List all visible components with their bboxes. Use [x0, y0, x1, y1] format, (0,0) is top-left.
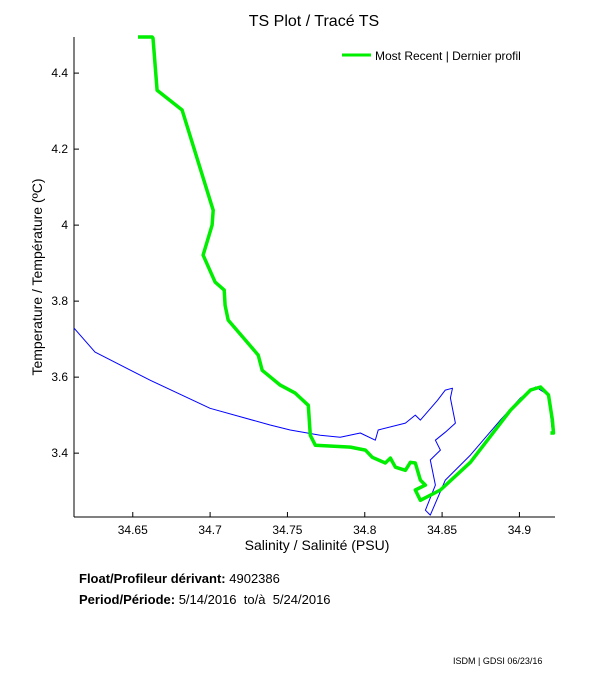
x-axis-label: Salinity / Salinité (PSU) [245, 537, 390, 553]
period-start: 5/14/2016 [178, 592, 237, 607]
float-info: Float/Profileur dérivant: 4902386 [79, 571, 280, 586]
ts-plot-chart: TS Plot / Tracé TS 34.65 34.7 34.75 34.8 34.… [29, 13, 556, 553]
axes: 34.65 34.7 34.75 34.8 34.85 34.9 3.4 3.6 3.8 4 4.2… [51, 37, 555, 537]
y-tick-label: 3.6 [51, 370, 68, 384]
y-tick-label: 4.4 [51, 66, 68, 80]
x-tick-label: 34.8 [353, 523, 377, 537]
legend-label: Most Recent | Dernier profil [375, 49, 521, 63]
x-tick-label: 34.85 [427, 523, 457, 537]
period-end: 5/24/2016 [272, 592, 331, 607]
legend: Most Recent | Dernier profil [342, 49, 521, 63]
x-tick-label: 34.9 [508, 523, 532, 537]
series-group [73, 35, 556, 516]
y-tick-label: 3.4 [51, 446, 68, 460]
series-line-most-recent [138, 35, 556, 503]
float-value: 4902386 [229, 571, 280, 586]
x-tick-label: 34.75 [272, 523, 302, 537]
credit-text: ISDM | GDSI 06/23/16 [453, 656, 543, 666]
chart-title: TS Plot / Tracé TS [249, 13, 379, 30]
y-axis-label: Temperature / Température (ºC) [29, 178, 45, 375]
y-tick-label: 4.2 [51, 142, 68, 156]
period-label: Period/Période: [79, 592, 176, 607]
y-tick-label: 4 [61, 218, 68, 232]
y-tick-label: 3.8 [51, 294, 68, 308]
series-line-historical [73, 327, 553, 516]
x-tick-label: 34.65 [118, 523, 148, 537]
period-info: Period/Période: 5/14/2016 to/à 5/24/2016 [79, 592, 331, 607]
x-tick-label: 34.7 [198, 523, 222, 537]
float-label: Float/Profileur dérivant: [79, 571, 226, 586]
period-sep: to/à [243, 592, 266, 607]
